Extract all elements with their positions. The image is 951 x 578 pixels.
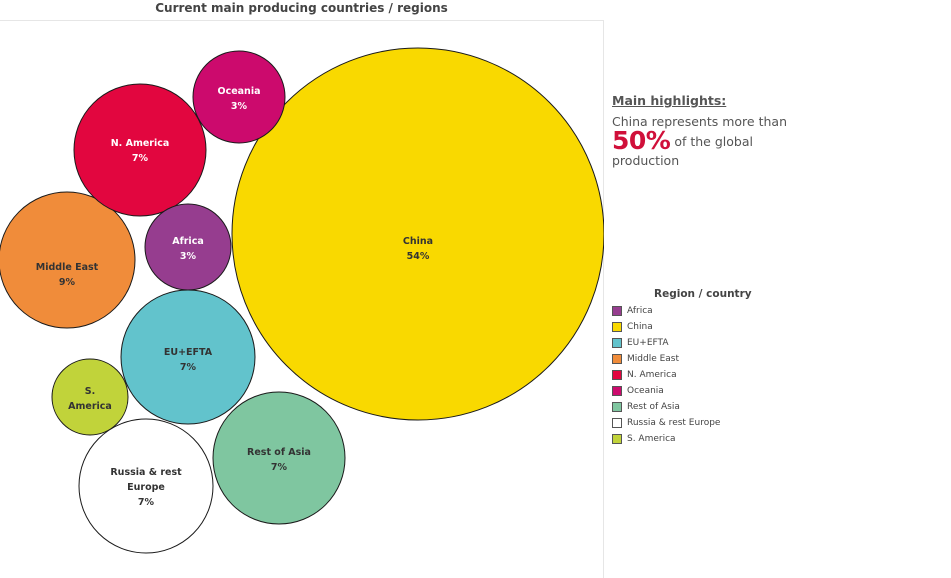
- legend-item-s-america[interactable]: S. America: [612, 431, 812, 447]
- highlights-title: Main highlights:: [612, 93, 727, 108]
- legend-item-russia-rest-europe[interactable]: Russia & rest Europe: [612, 415, 812, 431]
- bubble-label-line: America: [68, 401, 112, 412]
- bubble-label-n-america: N. America 7%: [111, 138, 170, 164]
- bubble-label-line: 7%: [180, 362, 197, 373]
- legend-swatch: [612, 434, 622, 444]
- highlights-line-2: 50% of the global: [612, 128, 932, 153]
- bubble-circle-n-america[interactable]: [73, 83, 207, 217]
- legend-item-eu-efta[interactable]: EU+EFTA: [612, 335, 812, 351]
- plot-frame: [0, 20, 604, 578]
- bubble-china[interactable]: China 54%: [231, 47, 604, 421]
- bubble-label-middle-east: Middle East 9%: [36, 262, 99, 288]
- legend-label: China: [627, 322, 653, 332]
- bubble-label-line: 7%: [138, 497, 155, 508]
- legend-label: N. America: [627, 370, 677, 380]
- legend-label: Middle East: [627, 354, 680, 364]
- bubble-label-s-america: S. America: [68, 386, 112, 412]
- bubble-label-line: EU+EFTA: [164, 347, 213, 358]
- legend-swatch: [612, 402, 622, 412]
- legend-label: Oceania: [627, 386, 664, 396]
- bubble-africa[interactable]: Africa 3%: [144, 203, 232, 291]
- bubble-label-line: 9%: [59, 277, 76, 288]
- legend-label: EU+EFTA: [627, 338, 669, 348]
- bubble-label-line: Europe: [127, 482, 165, 493]
- legend-swatch: [612, 370, 622, 380]
- legend-swatch: [612, 418, 622, 428]
- bubble-label-eu-efta: EU+EFTA 7%: [164, 347, 213, 373]
- legend-title: Region / country: [654, 288, 752, 300]
- bubble-label-line: China: [403, 236, 433, 247]
- legend-item-rest-of-asia[interactable]: Rest of Asia: [612, 399, 812, 415]
- bubble-oceania[interactable]: Oceania 3%: [192, 50, 286, 144]
- bubble-circle-oceania[interactable]: [192, 50, 286, 144]
- chart-title: Current main producing countries / regio…: [155, 1, 448, 15]
- bubble-label-china: China 54%: [403, 236, 433, 262]
- bubble-middle-east[interactable]: Middle East 9%: [0, 191, 136, 329]
- legend-swatch: [612, 386, 622, 396]
- bubble-circle-middle-east[interactable]: [0, 191, 136, 329]
- bubble-s-america[interactable]: S. America: [51, 358, 129, 436]
- legend-label: Africa: [627, 306, 653, 316]
- bubble-rest-of-asia[interactable]: Rest of Asia 7%: [212, 391, 346, 525]
- legend-swatch: [612, 338, 622, 348]
- bubble-label-rest-of-asia: Rest of Asia 7%: [247, 447, 311, 473]
- bubble-russia-rest-europe[interactable]: Russia & rest Europe 7%: [78, 418, 214, 554]
- legend-items: Africa China EU+EFTA Middle East N. America O…: [612, 303, 812, 447]
- bubble-label-line: Rest of Asia: [247, 447, 311, 458]
- legend-label: Rest of Asia: [627, 402, 680, 412]
- bubble-label-line: N. America: [111, 138, 170, 149]
- bubble-label-line: Oceania: [218, 86, 261, 97]
- legend-swatch: [612, 322, 622, 332]
- bubble-circle-africa[interactable]: [144, 203, 232, 291]
- legend-item-oceania[interactable]: Oceania: [612, 383, 812, 399]
- bubble-circle-russia-rest-europe[interactable]: [78, 418, 214, 554]
- legend-swatch: [612, 306, 622, 316]
- bubble-circle-s-america[interactable]: [51, 358, 129, 436]
- legend-item-china[interactable]: China: [612, 319, 812, 335]
- bubble-label-line: 54%: [407, 251, 430, 262]
- bubble-label-africa: Africa 3%: [172, 236, 203, 262]
- legend-swatch: [612, 354, 622, 364]
- legend: Region / country Africa China EU+EFTA Middl…: [612, 288, 812, 447]
- legend-item-n-america[interactable]: N. America: [612, 367, 812, 383]
- bubble-label-oceania: Oceania 3%: [218, 86, 261, 112]
- highlights-line-3: production: [612, 153, 680, 168]
- bubble-circle-china[interactable]: [231, 47, 604, 421]
- highlight-percentage: 50%: [612, 126, 671, 155]
- bubble-label-line: Africa: [172, 236, 203, 247]
- bubble-circle-rest-of-asia[interactable]: [212, 391, 346, 525]
- bubble-label-line: Middle East: [36, 262, 99, 273]
- legend-item-africa[interactable]: Africa: [612, 303, 812, 319]
- legend-label: Russia & rest Europe: [627, 418, 721, 428]
- bubble-label-line: 3%: [231, 101, 248, 112]
- highlights-line-2-text: of the global: [670, 134, 753, 149]
- bubble-label-line: 7%: [132, 153, 149, 164]
- bubble-label-line: Russia & rest: [110, 467, 182, 478]
- bubble-eu-efta[interactable]: EU+EFTA 7%: [120, 289, 256, 425]
- bubble-label-russia-rest-europe: Russia & rest Europe 7%: [110, 467, 182, 508]
- legend-item-middle-east[interactable]: Middle East: [612, 351, 812, 367]
- bubble-n-america[interactable]: N. America 7%: [73, 83, 207, 217]
- bubble-label-line: 3%: [180, 251, 197, 262]
- bubble-label-line: S.: [85, 386, 95, 397]
- main-highlights: Main highlights: China represents more t…: [612, 93, 932, 170]
- bubble-chart: China 54%Middle East 9%N. America 7%EU+EFTA…: [0, 47, 604, 554]
- highlights-line-1: China represents more than: [612, 114, 787, 129]
- bubble-label-line: 7%: [271, 462, 288, 473]
- legend-label: S. America: [627, 434, 676, 444]
